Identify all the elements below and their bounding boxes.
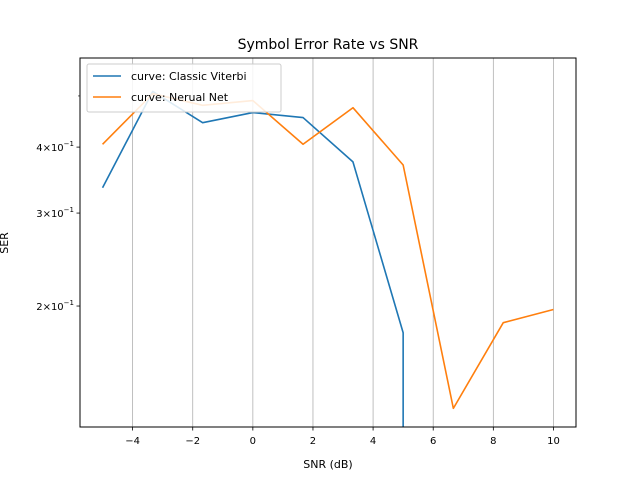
plot-frame [79,57,577,428]
x-tick-label: 0 [250,436,256,447]
y-tick-label: 4×10−1 [36,140,74,154]
x-axis-ticks: −4 −2 0 2 4 6 8 10 [125,427,560,447]
x-tick-label: 6 [430,436,436,447]
x-tick-label: 4 [370,436,376,447]
x-tick-label: −2 [185,436,200,447]
legend: curve: Classic Viterbi curve: Nerual Net [86,63,282,113]
legend-box [86,63,282,113]
y-tick-label: 2×10−1 [36,299,74,313]
legend-label: curve: Nerual Net [131,91,229,104]
x-axis-label: SNR (dB) [303,458,352,471]
x-tick-label: 2 [310,436,316,447]
chart-title: Symbol Error Rate vs SNR [238,37,419,53]
grid [132,58,554,427]
x-tick-label: 10 [547,436,560,447]
legend-label: curve: Classic Viterbi [131,70,247,83]
y-axis-label: SER [0,232,11,254]
y-axis-ticks: 4×10−1 3×10−1 2×10−1 [36,95,80,313]
x-tick-label: 8 [490,436,496,447]
y-tick-label: 3×10−1 [36,206,74,220]
x-tick-label: −4 [125,436,140,447]
